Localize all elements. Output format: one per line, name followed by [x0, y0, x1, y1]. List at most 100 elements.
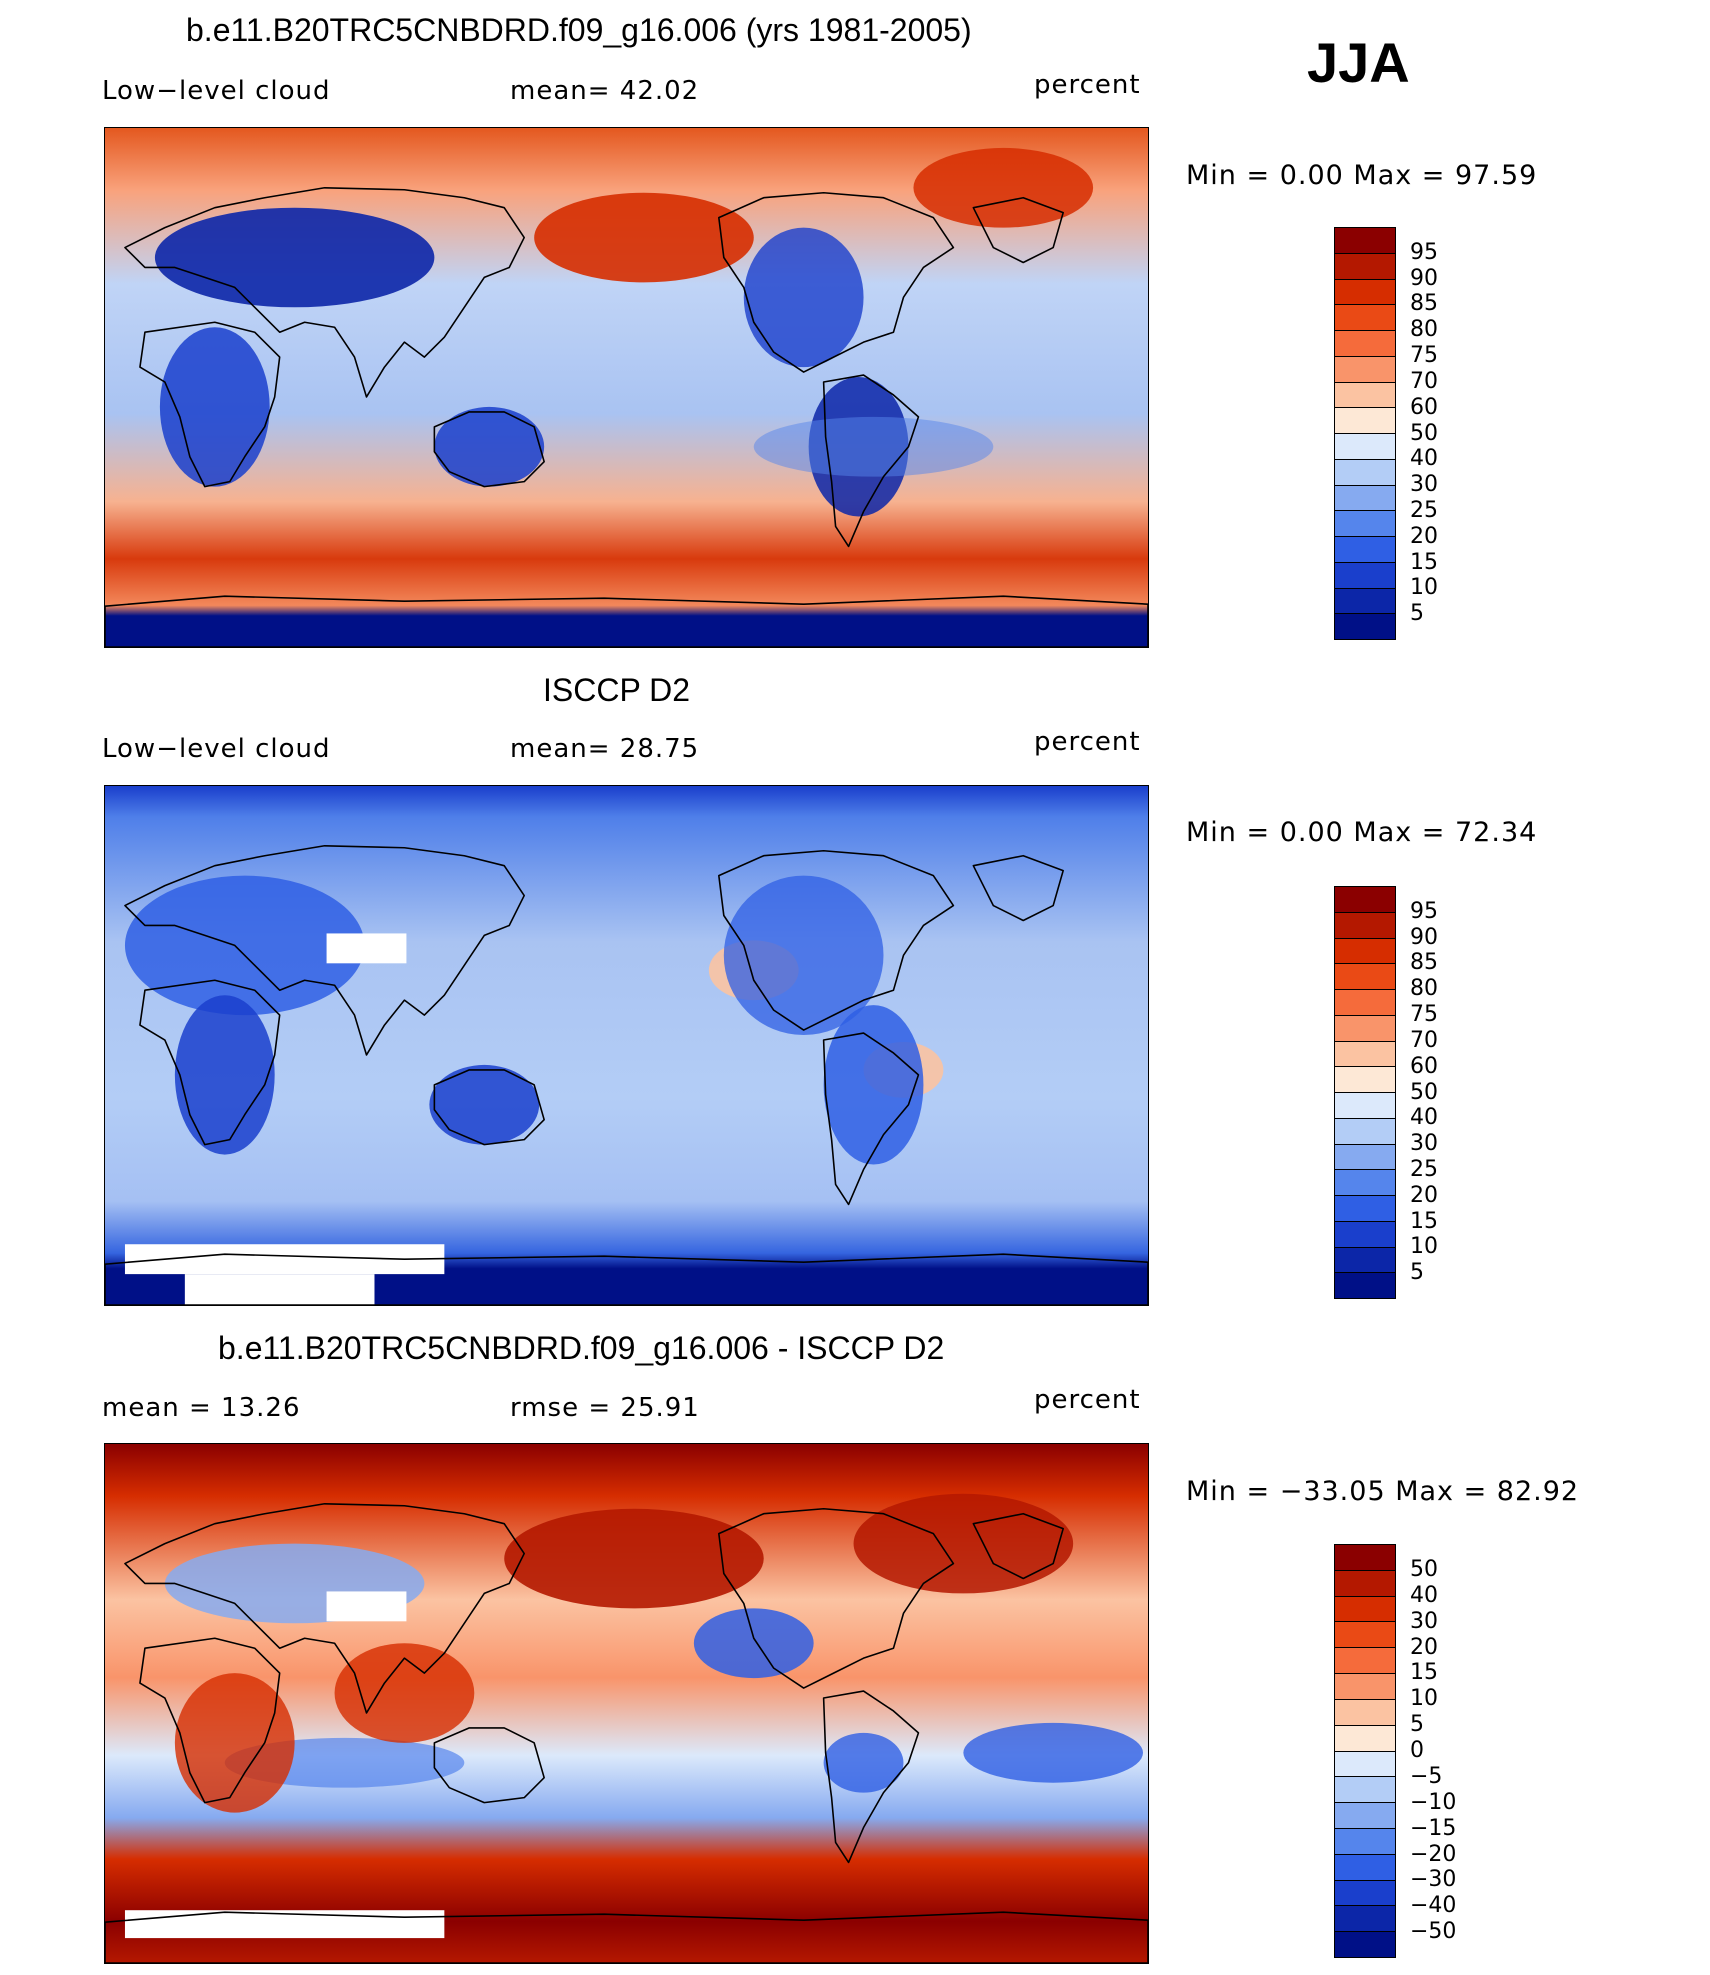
colorbar-swatch [1335, 382, 1395, 409]
coastline-europe-asia [124, 1502, 525, 1714]
colorbar-tick-label: −15 [1410, 1815, 1457, 1841]
colorbar-swatch [1335, 1041, 1395, 1068]
colorbar-swatch [1335, 1196, 1395, 1222]
colorbar-tick-label: 50 [1410, 1556, 1438, 1582]
colorbar-tick-label: 20 [1410, 523, 1438, 549]
panel-3-map [104, 1443, 1149, 1964]
coastline-africa [139, 979, 281, 1146]
colorbar-swatch [1335, 1170, 1395, 1196]
colorbar-tick-label: 25 [1410, 497, 1438, 523]
colorbar-swatch [1335, 1067, 1395, 1093]
colorbar-tick-label: 15 [1410, 549, 1438, 575]
colorbar-tick-label: −5 [1410, 1763, 1443, 1789]
coastline-europe-asia [124, 186, 525, 398]
coastline-greenland [972, 196, 1064, 264]
coastline-north-america [718, 849, 955, 1031]
colorbar-swatch [1335, 1674, 1395, 1700]
colorbar-swatch [1335, 1777, 1395, 1804]
coastline-antarctica [105, 1253, 1148, 1305]
colorbar-swatch [1335, 356, 1395, 383]
colorbar-tick-label: 80 [1410, 317, 1438, 343]
coastline-greenland [972, 854, 1064, 922]
coastline-south-america [822, 1032, 920, 1206]
colorbar-swatch [1335, 1803, 1395, 1829]
colorbar-swatch [1335, 562, 1395, 589]
colorbar-tick-label: 95 [1410, 898, 1438, 924]
colorbar-swatch [1335, 1015, 1395, 1042]
colorbar-swatch [1335, 1725, 1395, 1752]
colorbar-tick-label: 5 [1410, 1260, 1424, 1286]
panel-3-colorbar [1334, 1544, 1396, 1958]
coastline-africa [139, 1637, 281, 1804]
colorbar-swatch [1335, 1828, 1395, 1855]
colorbar-tick-label: −30 [1410, 1867, 1457, 1893]
panel-2-title: ISCCP D2 [543, 672, 691, 708]
colorbar-swatch [1335, 459, 1395, 486]
colorbar-tick-label: 40 [1410, 1582, 1438, 1608]
colorbar-tick-label: 10 [1410, 1686, 1438, 1712]
colorbar-swatch [1335, 912, 1395, 939]
colorbar-swatch [1335, 887, 1395, 913]
colorbar-swatch [1335, 279, 1395, 306]
panel-3-rmse-label: rmse = 25.91 [510, 1393, 700, 1423]
colorbar-tick-label: 90 [1410, 265, 1438, 291]
colorbar-tick-label: 75 [1410, 1002, 1438, 1028]
colorbar-swatch [1335, 990, 1395, 1016]
coastline-australia [433, 1727, 545, 1804]
colorbar-swatch [1335, 331, 1395, 357]
coastline-europe-asia [124, 844, 525, 1056]
coastline-north-america [718, 1507, 955, 1689]
colorbar-swatch [1335, 938, 1395, 965]
colorbar-tick-label: 30 [1410, 1608, 1438, 1634]
colorbar-swatch [1335, 1545, 1395, 1571]
colorbar-swatch [1335, 305, 1395, 331]
colorbar-swatch [1335, 588, 1395, 615]
panel-1-units: percent [1034, 70, 1141, 100]
coastline-australia [433, 1069, 545, 1146]
coastline-antarctica [105, 595, 1148, 647]
colorbar-swatch [1335, 1144, 1395, 1171]
colorbar-swatch [1335, 614, 1395, 639]
panel-3-title: b.e11.B20TRC5CNBDRD.f09_g16.006 - ISCCP … [218, 1330, 945, 1366]
coastline-north-america [718, 191, 955, 373]
colorbar-tick-label: 30 [1410, 1131, 1438, 1157]
panel-1-variable-label: Low−level cloud [102, 76, 331, 106]
colorbar-swatch [1335, 964, 1395, 990]
colorbar-tick-label: 0 [1410, 1738, 1424, 1763]
coastline-africa [139, 321, 281, 488]
colorbar-tick-label: 5 [1410, 1712, 1424, 1738]
colorbar-tick-label: −10 [1410, 1789, 1457, 1815]
colorbar-tick-label: 50 [1410, 420, 1438, 446]
coastline-antarctica [105, 1911, 1148, 1963]
colorbar-swatch [1335, 1247, 1395, 1274]
colorbar-swatch [1335, 1570, 1395, 1597]
colorbar-tick-label: 30 [1410, 472, 1438, 498]
panel-3-mean-label: mean = 13.26 [102, 1393, 301, 1423]
colorbar-tick-label: 85 [1410, 291, 1438, 317]
coastline-south-america [822, 1690, 920, 1864]
panel-2-colorbar [1334, 886, 1396, 1299]
colorbar-tick-label: 70 [1410, 1027, 1438, 1053]
colorbar-tick-label: 60 [1410, 1053, 1438, 1079]
colorbar-tick-label: −40 [1410, 1893, 1457, 1919]
colorbar-tick-label: 40 [1410, 1105, 1438, 1131]
colorbar-swatch [1335, 1596, 1395, 1623]
colorbar-tick-label: 90 [1410, 924, 1438, 950]
colorbar-swatch [1335, 1118, 1395, 1145]
colorbar-tick-label: 15 [1410, 1208, 1438, 1234]
colorbar-swatch [1335, 408, 1395, 434]
colorbar-swatch [1335, 1093, 1395, 1119]
colorbar-swatch [1335, 1906, 1395, 1933]
season-label: JJA [1307, 31, 1410, 94]
colorbar-tick-label: 10 [1410, 1234, 1438, 1260]
panel-1-mean-label: mean= 42.02 [510, 76, 700, 106]
colorbar-tick-label: −20 [1410, 1841, 1457, 1867]
panel-2-mean-label: mean= 28.75 [510, 734, 700, 764]
panel-2-units: percent [1034, 727, 1141, 757]
colorbar-swatch [1335, 1273, 1395, 1298]
colorbar-tick-label: 70 [1410, 368, 1438, 394]
colorbar-tick-label: 5 [1410, 601, 1424, 627]
coastline-australia [433, 411, 545, 488]
colorbar-tick-label: 80 [1410, 976, 1438, 1002]
coastline-south-america [822, 374, 920, 548]
